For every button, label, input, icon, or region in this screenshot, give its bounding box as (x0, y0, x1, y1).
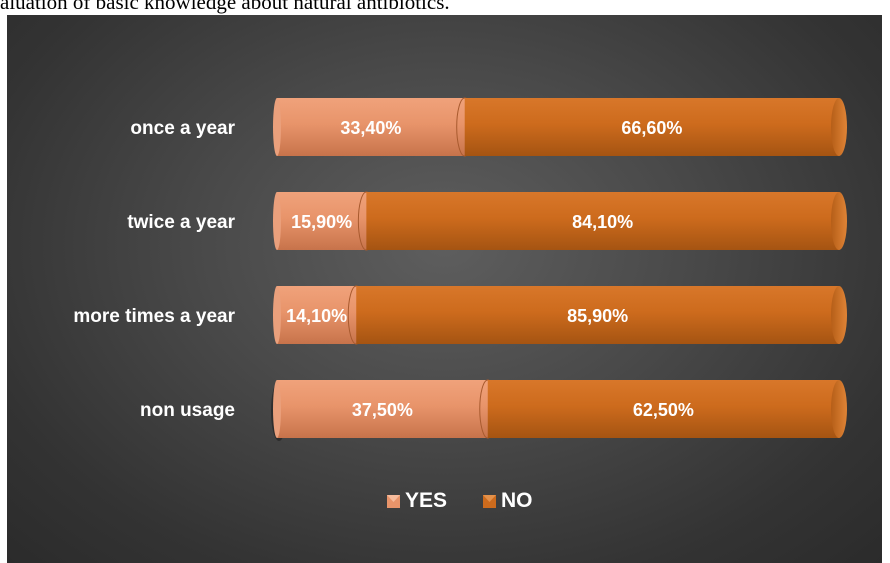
data-label: 85,90% (567, 306, 628, 326)
legend-label-no: NO (501, 489, 533, 512)
data-label: 37,50% (352, 400, 413, 420)
legend-swatch-highlight (483, 495, 496, 502)
bar-no (356, 286, 839, 344)
bar-yes (277, 286, 357, 344)
bar-yes (277, 192, 367, 250)
legend-swatch-highlight (387, 495, 400, 502)
bar-no (464, 98, 839, 156)
data-label: 15,90% (291, 212, 352, 232)
stacked-bar-chart: once a year 33,40% 66,60% twice a year 15,90… (73, 97, 847, 512)
chart-panel: once a year 33,40% 66,60% twice a year 15,90… (7, 15, 882, 563)
bar-no (487, 380, 839, 438)
bar-no-cap (831, 380, 847, 438)
bar-yes (277, 380, 488, 438)
bar-no-cap (831, 192, 847, 250)
category-label: more times a year (73, 306, 235, 327)
bar-no (366, 192, 839, 250)
bar-left-cap (273, 286, 281, 344)
data-label: 33,40% (340, 118, 401, 138)
bar-left-cap (273, 192, 281, 250)
data-label: 84,10% (572, 212, 633, 232)
figure-caption: aluation of basic knowledge about natura… (0, 0, 450, 14)
legend: YES NO (387, 489, 533, 512)
bars-layer: once a year 33,40% 66,60% twice a year 15,90… (73, 97, 847, 441)
bar-left-cap (273, 98, 281, 156)
bar-left-cap (273, 380, 281, 438)
bar-no-cap (831, 286, 847, 344)
bar-no-cap (831, 98, 847, 156)
category-label: twice a year (127, 212, 235, 233)
data-label: 62,50% (633, 400, 694, 420)
category-label: once a year (130, 118, 235, 139)
legend-label-yes: YES (405, 489, 447, 512)
bar-yes (277, 98, 465, 156)
data-label: 66,60% (621, 118, 682, 138)
data-label: 14,10% (286, 306, 347, 326)
category-label: non usage (140, 400, 235, 421)
